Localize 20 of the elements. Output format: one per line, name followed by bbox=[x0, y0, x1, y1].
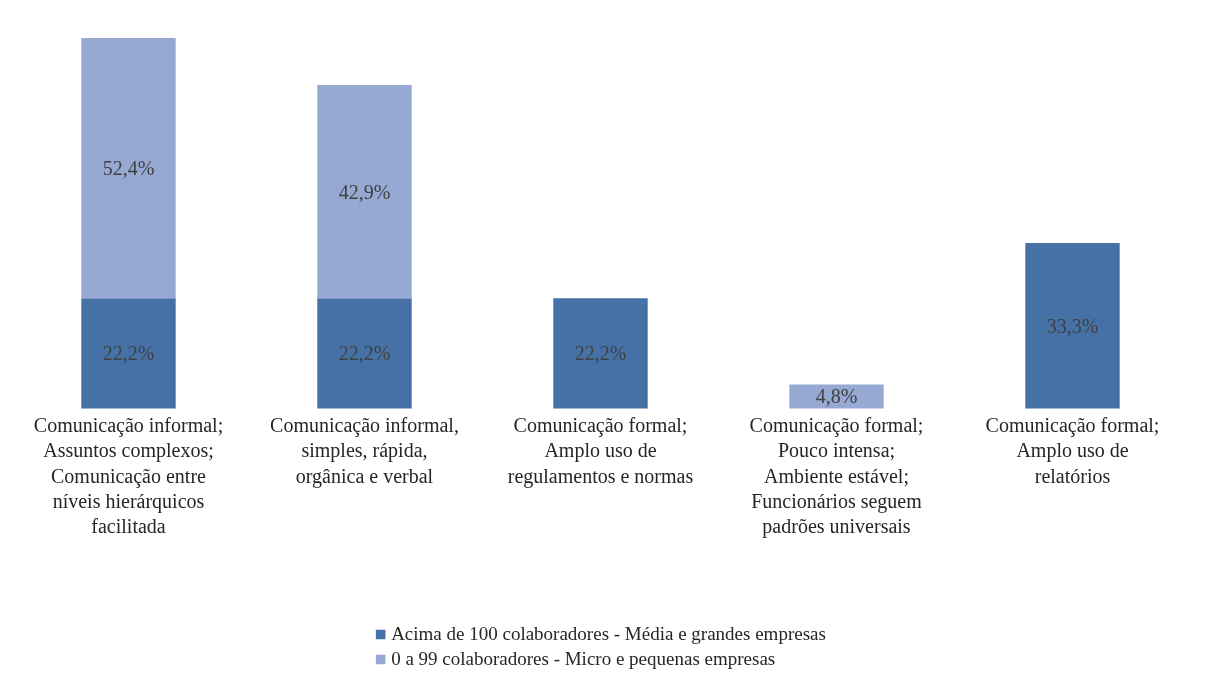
data-label: 4,8% bbox=[815, 385, 858, 408]
bar bbox=[317, 85, 412, 299]
bar bbox=[553, 298, 648, 409]
x-tick-label: Comunicação formal; Amplo uso de relatórios bbox=[985, 414, 1160, 487]
data-label: 52,4% bbox=[102, 157, 155, 180]
bar bbox=[81, 37, 176, 299]
data-label: 22,2% bbox=[102, 342, 155, 365]
data-label: 33,3% bbox=[1046, 314, 1099, 337]
x-tick-label: Comunicação formal; Amplo uso de regulamentos e normas bbox=[507, 414, 694, 488]
x-tick-label: Comunicação informal; Assuntos complexos; Comunicação entre níveis hierárquicos facilitada bbox=[33, 414, 224, 538]
data-label: 42,9% bbox=[338, 180, 391, 203]
bar bbox=[317, 298, 412, 409]
legend-label: Acima de 100 colaboradores - Média e grandes empresas bbox=[391, 623, 826, 645]
x-tick-label: Comunicação informal, simples, rápida, orgânica e verbal bbox=[270, 414, 459, 488]
legend-label: 0 a 99 colaboradores - Micro e pequenas empresas bbox=[391, 648, 776, 670]
bar bbox=[1025, 243, 1120, 409]
x-tick-label: Comunicação formal; Pouco intensa; Ambiente estável; Funcionários seguem padrões universais bbox=[749, 414, 924, 539]
data-label: 22,2% bbox=[574, 342, 627, 365]
data-label: 22,2% bbox=[338, 342, 391, 365]
bar bbox=[81, 298, 176, 409]
